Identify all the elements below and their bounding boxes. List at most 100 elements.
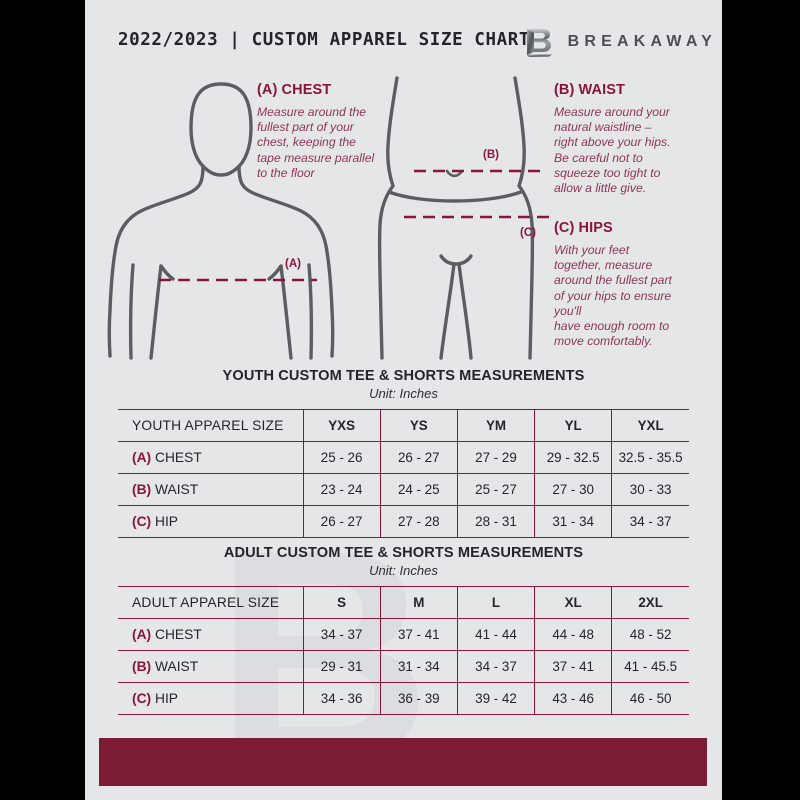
waist-marker-label: (B) [483,149,499,161]
chest-marker-label: (A) [285,258,301,270]
adult-chest-xl: 44 - 48 [534,618,613,651]
youth-hip-ys: 27 - 28 [379,505,458,538]
adult-table-title: ADULT CUSTOM TEE & SHORTS MEASUREMENTS [223,545,584,561]
hip-marker-label: (C) [520,227,536,239]
hip-measure-line [404,215,550,219]
row-name: HIP [155,691,178,706]
adult-hip-2xl: 46 - 50 [611,682,689,715]
size-chart-page: B 2022/2023 | CUSTOM APPAREL SIZE CHART [85,0,722,800]
callout-hips-body: With your feet together, measure around … [554,243,672,349]
table-row: (B) WAIST 29 - 31 31 - 34 34 - 37 37 - 4… [118,650,689,683]
callout-waist: (B) WAIST Measure around your natural wa… [554,82,706,196]
adult-waist-s: 29 - 31 [302,650,381,683]
adult-size-col-0: S [302,586,381,619]
youth-hip-yxl: 34 - 37 [611,505,689,538]
adult-row-label-chest: (A) CHEST [118,618,304,651]
row-tag: (A) [132,450,152,465]
youth-size-col-1: YS [379,409,458,442]
youth-hip-yl: 31 - 34 [534,505,613,538]
youth-size-table: YOUTH APPAREL SIZE YXS YS YM YL YXL (A) … [118,409,689,538]
row-name: CHEST [155,627,202,642]
footer-bar [99,738,707,786]
youth-chest-yl: 29 - 32.5 [534,441,613,474]
callout-chest: (A) CHEST Measure around the fullest par… [257,82,417,181]
youth-row-label-waist: (B) WAIST [118,473,304,506]
adult-chest-2xl: 48 - 52 [611,618,689,651]
callout-chest-title: (A) CHEST [257,82,332,98]
table-row: (C) HIP 34 - 36 36 - 39 39 - 42 43 - 46 … [118,682,689,715]
youth-size-table-block: YOUTH CUSTOM TEE & SHORTS MEASUREMENTS U… [118,368,689,538]
adult-size-table: ADULT APPAREL SIZE S M L XL 2XL (A) CHES… [118,586,689,715]
adult-waist-2xl: 41 - 45.5 [611,650,689,683]
adult-hip-l: 39 - 42 [456,682,536,715]
youth-size-col-4: YXL [611,409,689,442]
adult-waist-l: 34 - 37 [456,650,536,683]
adult-row-label-waist: (B) WAIST [118,650,304,683]
youth-size-col-3: YL [534,409,613,442]
table-header-row: ADULT APPAREL SIZE S M L XL 2XL [118,586,689,619]
callout-hips-title: (C) HIPS [554,220,613,236]
youth-size-col-2: YM [456,409,536,442]
row-tag: (B) [132,659,152,674]
row-tag: (C) [132,691,152,706]
youth-chest-ym: 27 - 29 [456,441,536,474]
youth-waist-yl: 27 - 30 [534,473,613,506]
adult-chest-l: 41 - 44 [456,618,536,651]
row-tag: (A) [132,627,152,642]
chest-measure-line [159,278,317,282]
youth-hip-ym: 28 - 31 [456,505,536,538]
table-header-row: YOUTH APPAREL SIZE YXS YS YM YL YXL [118,409,689,442]
measurement-illustrations: (A) (B) (C) (A) CHEST Measure around the… [85,70,722,370]
youth-size-col-0: YXS [302,409,381,442]
youth-chest-ys: 26 - 27 [379,441,458,474]
adult-table-unit: Unit: Inches [369,563,438,578]
youth-chest-yxs: 25 - 26 [302,441,381,474]
upper-body-outline-icon [107,82,335,360]
adult-waist-xl: 37 - 41 [534,650,613,683]
row-name: WAIST [155,482,199,497]
brand-name: BREAKAWAY [567,33,717,50]
row-name: CHEST [155,450,202,465]
row-tag: (C) [132,514,152,529]
youth-waist-ym: 25 - 27 [456,473,536,506]
table-row: (A) CHEST 25 - 26 26 - 27 27 - 29 29 - 3… [118,441,689,474]
callout-chest-body: Measure around the fullest part of your … [257,105,375,180]
adult-hip-xl: 43 - 46 [534,682,613,715]
table-row: (A) CHEST 34 - 37 37 - 41 41 - 44 44 - 4… [118,618,689,651]
table-row: (C) HIP 26 - 27 27 - 28 28 - 31 31 - 34 … [118,505,689,538]
youth-table-title: YOUTH CUSTOM TEE & SHORTS MEASUREMENTS [222,368,585,384]
adult-size-header: ADULT APPAREL SIZE [118,586,304,619]
youth-waist-ys: 24 - 25 [379,473,458,506]
youth-row-label-chest: (A) CHEST [118,441,304,474]
page-title: 2022/2023 | CUSTOM APPAREL SIZE CHART [118,30,531,50]
adult-size-col-2: L [456,586,536,619]
adult-size-table-block: ADULT CUSTOM TEE & SHORTS MEASUREMENTS U… [118,545,689,715]
adult-hip-m: 36 - 39 [379,682,458,715]
page-header: 2022/2023 | CUSTOM APPAREL SIZE CHART [85,28,722,62]
callout-waist-body: Measure around your natural waistline – … [554,105,671,196]
youth-waist-yxs: 23 - 24 [302,473,381,506]
callout-hips: (C) HIPS With your feet together, measur… [554,220,706,349]
breakaway-b-monogram-icon [525,29,552,57]
youth-chest-yxl: 32.5 - 35.5 [611,441,689,474]
brand-logo: BREAKAWAY [525,25,717,59]
adult-size-col-4: 2XL [611,586,689,619]
youth-waist-yxl: 30 - 33 [611,473,689,506]
adult-chest-m: 37 - 41 [379,618,458,651]
waist-measure-line [414,169,543,173]
row-name: HIP [155,514,178,529]
lower-body-outline-icon [377,76,535,360]
row-name: WAIST [155,659,199,674]
adult-size-col-3: XL [534,586,613,619]
adult-chest-s: 34 - 37 [302,618,381,651]
adult-size-col-1: M [379,586,458,619]
adult-hip-s: 34 - 36 [302,682,381,715]
adult-waist-m: 31 - 34 [379,650,458,683]
youth-size-header: YOUTH APPAREL SIZE [118,409,304,442]
youth-hip-yxs: 26 - 27 [302,505,381,538]
youth-row-label-hip: (C) HIP [118,505,304,538]
adult-row-label-hip: (C) HIP [118,682,304,715]
youth-table-unit: Unit: Inches [369,386,438,401]
table-row: (B) WAIST 23 - 24 24 - 25 25 - 27 27 - 3… [118,473,689,506]
callout-waist-title: (B) WAIST [554,82,625,98]
